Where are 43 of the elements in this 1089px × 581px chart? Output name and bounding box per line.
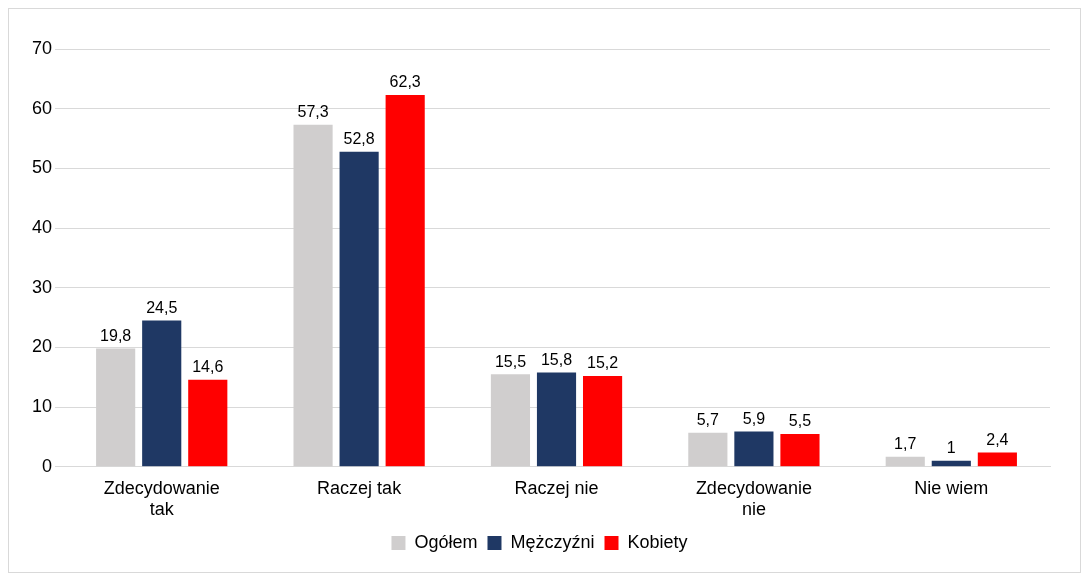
x-tick-label: Nie wiem <box>914 477 989 498</box>
legend-label: Mężczyźni <box>510 531 595 552</box>
y-tick-label: 30 <box>31 276 53 297</box>
y-tick-label: 70 <box>31 37 53 58</box>
legend-label: Ogółem <box>414 531 478 552</box>
bar <box>339 151 379 467</box>
x-tick-label: Raczej nie <box>514 477 599 498</box>
data-label: 2,4 <box>986 430 1009 448</box>
x-tick-label: Raczej tak <box>317 477 403 498</box>
data-label: 57,3 <box>297 103 329 121</box>
y-tick-label: 0 <box>42 455 53 476</box>
bar <box>931 460 971 467</box>
bar <box>536 372 577 467</box>
y-tick-label: 20 <box>31 336 53 357</box>
y-tick-label: 10 <box>31 396 53 417</box>
data-label: 1,7 <box>894 435 917 453</box>
data-label: 5,7 <box>696 411 720 429</box>
x-tick-label: Zdecydowanie tak <box>103 477 220 520</box>
bar <box>142 320 182 467</box>
bar <box>734 431 774 467</box>
data-label: 14,6 <box>192 358 224 376</box>
x-tick-label: Zdecydowanie nie <box>695 477 812 520</box>
data-label: 52,8 <box>343 130 375 148</box>
y-tick-label: 50 <box>31 157 53 178</box>
y-tick-label: 60 <box>31 97 53 118</box>
y-tick-label: 40 <box>31 217 53 238</box>
data-label: 15,5 <box>494 352 527 370</box>
bar <box>885 456 925 467</box>
data-label: 15,2 <box>587 354 619 372</box>
data-label: 24,5 <box>146 298 178 316</box>
bar <box>385 94 425 467</box>
bar <box>188 379 228 467</box>
bar <box>780 433 820 467</box>
data-label: 15,8 <box>540 350 573 368</box>
data-label: 5,5 <box>788 412 812 430</box>
legend-label: Kobiety <box>627 531 688 552</box>
bar <box>977 452 1017 467</box>
bar <box>583 376 623 467</box>
bar <box>688 432 728 467</box>
data-label: 5,9 <box>742 409 766 427</box>
data-label: 1 <box>946 439 956 457</box>
data-label: 62,3 <box>389 73 421 91</box>
data-label: 19,8 <box>100 327 132 345</box>
